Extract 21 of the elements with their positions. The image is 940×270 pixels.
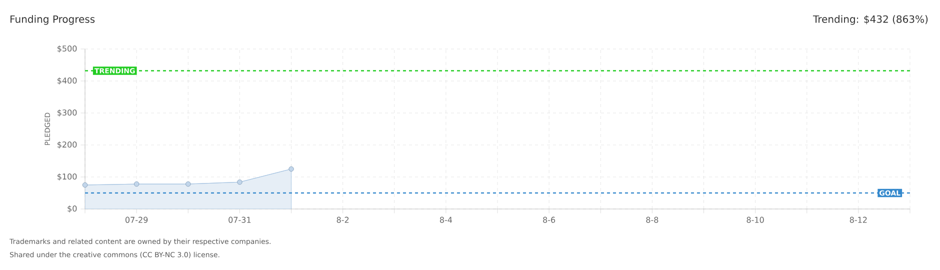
- x-tick-label: 8-10: [746, 216, 764, 223]
- y-tick-label: $400: [58, 77, 77, 85]
- point: [186, 181, 191, 187]
- point: [82, 182, 88, 188]
- y-tick-label: $500: [58, 45, 77, 53]
- x-tick-label: 8-4: [440, 216, 452, 223]
- y-tick-label: $100: [58, 173, 77, 181]
- chart-title: Funding Progress: [10, 15, 95, 25]
- text: Trending: $432 (863%): [812, 15, 928, 25]
- x-tick-label: 8-12: [850, 216, 867, 223]
- y-tick-label: $200: [58, 141, 77, 149]
- point: [134, 181, 140, 187]
- point: [237, 180, 242, 185]
- x-tick-label: 8-8: [646, 216, 658, 223]
- x-tick-label: 07-31: [228, 216, 251, 223]
- x-tick-label: 8-2: [336, 216, 349, 223]
- point: [288, 166, 294, 172]
- x-tick-label: 07-29: [125, 216, 148, 223]
- x-tick-label: 8-6: [543, 216, 556, 223]
- y-tick-label: $0: [68, 205, 77, 213]
- y-tick-label: $300: [58, 109, 77, 117]
